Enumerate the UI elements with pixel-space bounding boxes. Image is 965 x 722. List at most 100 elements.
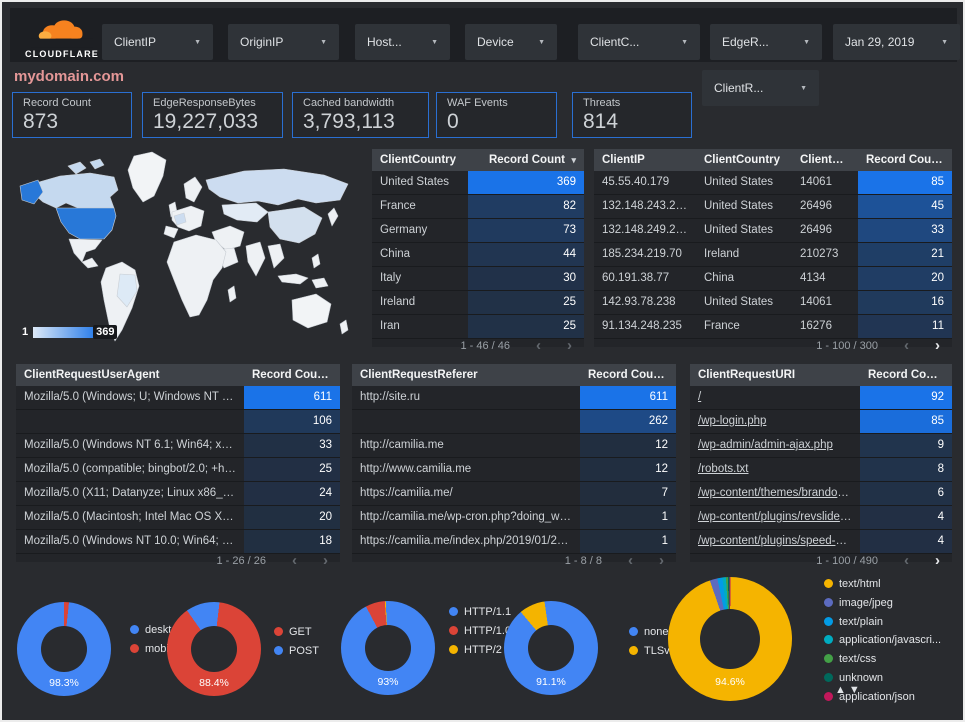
filter-chip-device[interactable]: Device ▼	[465, 24, 557, 60]
legend-item: GET	[274, 626, 354, 640]
sort-down-icon[interactable]: ▼	[848, 684, 863, 696]
table-header: ClientRequestReferer Record Count ▾	[352, 364, 676, 386]
filter-chip-clientrequest[interactable]: ClientR... ▼	[702, 70, 819, 106]
next-page-icon[interactable]: ›	[567, 337, 572, 354]
sort-up-icon[interactable]: ▲	[835, 684, 849, 696]
chevron-down-icon: ▼	[803, 38, 810, 46]
record-count-cell: 4	[860, 506, 952, 529]
legend-label: text/css	[839, 653, 877, 665]
legend-dot-icon	[824, 616, 833, 626]
prev-page-icon[interactable]: ‹	[904, 337, 909, 354]
cloudflare-logo-text: CLOUDFLARE	[25, 49, 99, 59]
uri-link[interactable]: /robots.txt	[698, 463, 749, 475]
record-count-cell: 12	[580, 434, 676, 457]
cloudflare-logo: CLOUDFLARE	[22, 18, 102, 64]
uri-link[interactable]: /wp-content/themes/brandon/plu...	[698, 487, 860, 499]
record-count-cell: 7	[580, 482, 676, 505]
record-count-cell: 4	[860, 530, 952, 553]
next-page-icon[interactable]: ›	[935, 552, 940, 569]
legend-label: HTTP/1.0	[464, 624, 512, 637]
table-header: ClientIP ClientCountry ClientASN Record Cou…	[594, 149, 952, 171]
filter-label: Host...	[367, 35, 402, 49]
data-cell: 60.191.38.77	[602, 272, 670, 284]
table-row: 60.191.38.77 China 4134 20	[594, 267, 952, 291]
content-type-donut: 94.6%	[668, 577, 792, 701]
legend-item: unknown	[824, 672, 960, 686]
legend-dot-icon	[824, 597, 833, 607]
column-header: ClientRequestURI	[698, 369, 796, 381]
column-header[interactable]: Record Count ▾	[588, 369, 676, 381]
column-header[interactable]: Record Count ▾	[252, 369, 340, 381]
prev-page-icon[interactable]: ‹	[292, 552, 297, 569]
data-cell: Mozilla/5.0 (Windows NT 10.0; Win64; x64…	[24, 535, 244, 547]
uri-link[interactable]: /	[698, 391, 702, 403]
client-request-user-agent-table: ClientRequestUserAgent Record Count ▾ Mozi…	[16, 364, 340, 568]
scorecard-label: WAF Events	[447, 97, 508, 109]
filter-label: OriginIP	[240, 35, 284, 49]
record-count-cell: 25	[468, 315, 584, 338]
table-row: /wp-content/plugins/revslider/rs-p... 4	[690, 506, 952, 530]
data-cell: France	[704, 320, 740, 332]
table-pagination: 1 - 46 / 46 ‹ ›	[372, 337, 584, 355]
filter-chip-clientip[interactable]: ClientIP ▼	[102, 24, 213, 60]
prev-page-icon[interactable]: ‹	[628, 552, 633, 569]
prev-page-icon[interactable]: ‹	[536, 337, 541, 354]
legend-item: TLSv..	[629, 645, 709, 659]
table-row: http://camilia.me/wp-cron.php?doing_wp_c…	[352, 506, 676, 530]
filter-chip-originip[interactable]: OriginIP ▼	[228, 24, 339, 60]
next-page-icon[interactable]: ›	[323, 552, 328, 569]
data-cell: 45.55.40.179	[602, 176, 670, 188]
record-count-cell: 33	[244, 434, 340, 457]
legend-label: text/html	[839, 578, 881, 590]
record-count-cell: 33	[858, 219, 952, 242]
scorecard-value: 814	[583, 110, 619, 133]
legend-label: none	[644, 626, 669, 638]
legend-label: unknown	[839, 671, 884, 684]
data-cell: United States	[704, 296, 774, 308]
donut-legend: none TLSv..	[629, 626, 709, 664]
data-cell: 210273	[800, 248, 839, 260]
uri-link[interactable]: /wp-content/plugins/speed-booste...	[698, 535, 860, 547]
legend-item: HTTP/1.1	[449, 606, 513, 620]
data-cell: Ireland	[704, 248, 740, 260]
donut-hole	[41, 626, 87, 672]
record-count-cell: 92	[860, 386, 952, 409]
legend-dot-icon	[629, 627, 638, 636]
donut-hole	[528, 625, 574, 671]
filter-chip-edger[interactable]: EdgeR... ▼	[710, 24, 822, 60]
next-page-icon[interactable]: ›	[659, 552, 664, 569]
filter-chip-host[interactable]: Host... ▼	[355, 24, 450, 60]
column-header: ClientRequestUserAgent	[24, 369, 160, 381]
filter-label: Device	[477, 35, 514, 49]
date-range-filter[interactable]: Jan 29, 2019 ▼	[833, 24, 960, 60]
uri-link[interactable]: /wp-admin/admin-ajax.php	[698, 439, 833, 451]
donut-hole	[700, 609, 760, 669]
uri-link[interactable]: /wp-login.php	[698, 415, 767, 427]
data-cell: 14061	[800, 296, 832, 308]
table-row: 262	[352, 410, 676, 434]
sort-desc-icon: ▾	[332, 370, 340, 380]
legend-sort-arrows[interactable]: ▲▼	[835, 684, 863, 696]
legend-dot-icon	[824, 654, 833, 663]
table-header: ClientRequestUserAgent Record Count ▾	[16, 364, 340, 386]
data-cell: 91.134.248.235	[602, 320, 682, 332]
legend-item: application/javascri...	[824, 634, 960, 648]
column-header[interactable]: Record Count ▾	[858, 149, 952, 171]
column-header[interactable]: Record Count ▾	[860, 364, 952, 386]
geo-map-panel: 1 369	[16, 150, 362, 347]
data-cell: 142.93.78.238	[602, 296, 676, 308]
prev-page-icon[interactable]: ‹	[904, 552, 909, 569]
scorecard-label: Record Count	[23, 97, 91, 109]
record-count-cell: 85	[860, 410, 952, 433]
filter-chip-clientc[interactable]: ClientC... ▼	[578, 24, 700, 60]
table-row: France 82	[372, 195, 584, 219]
table-row: 142.93.78.238 United States 14061 16	[594, 291, 952, 315]
column-header[interactable]: Record Count ▾	[488, 154, 576, 166]
data-cell: Italy	[380, 272, 402, 284]
uri-link[interactable]: /wp-content/plugins/revslider/rs-p...	[698, 511, 860, 523]
data-cell	[16, 410, 244, 433]
record-count-cell: 45	[858, 195, 952, 218]
pagination-range: 1 - 100 / 490	[816, 555, 878, 567]
table-pagination: 1 - 100 / 490 ‹ ›	[690, 552, 952, 570]
next-page-icon[interactable]: ›	[935, 337, 940, 354]
